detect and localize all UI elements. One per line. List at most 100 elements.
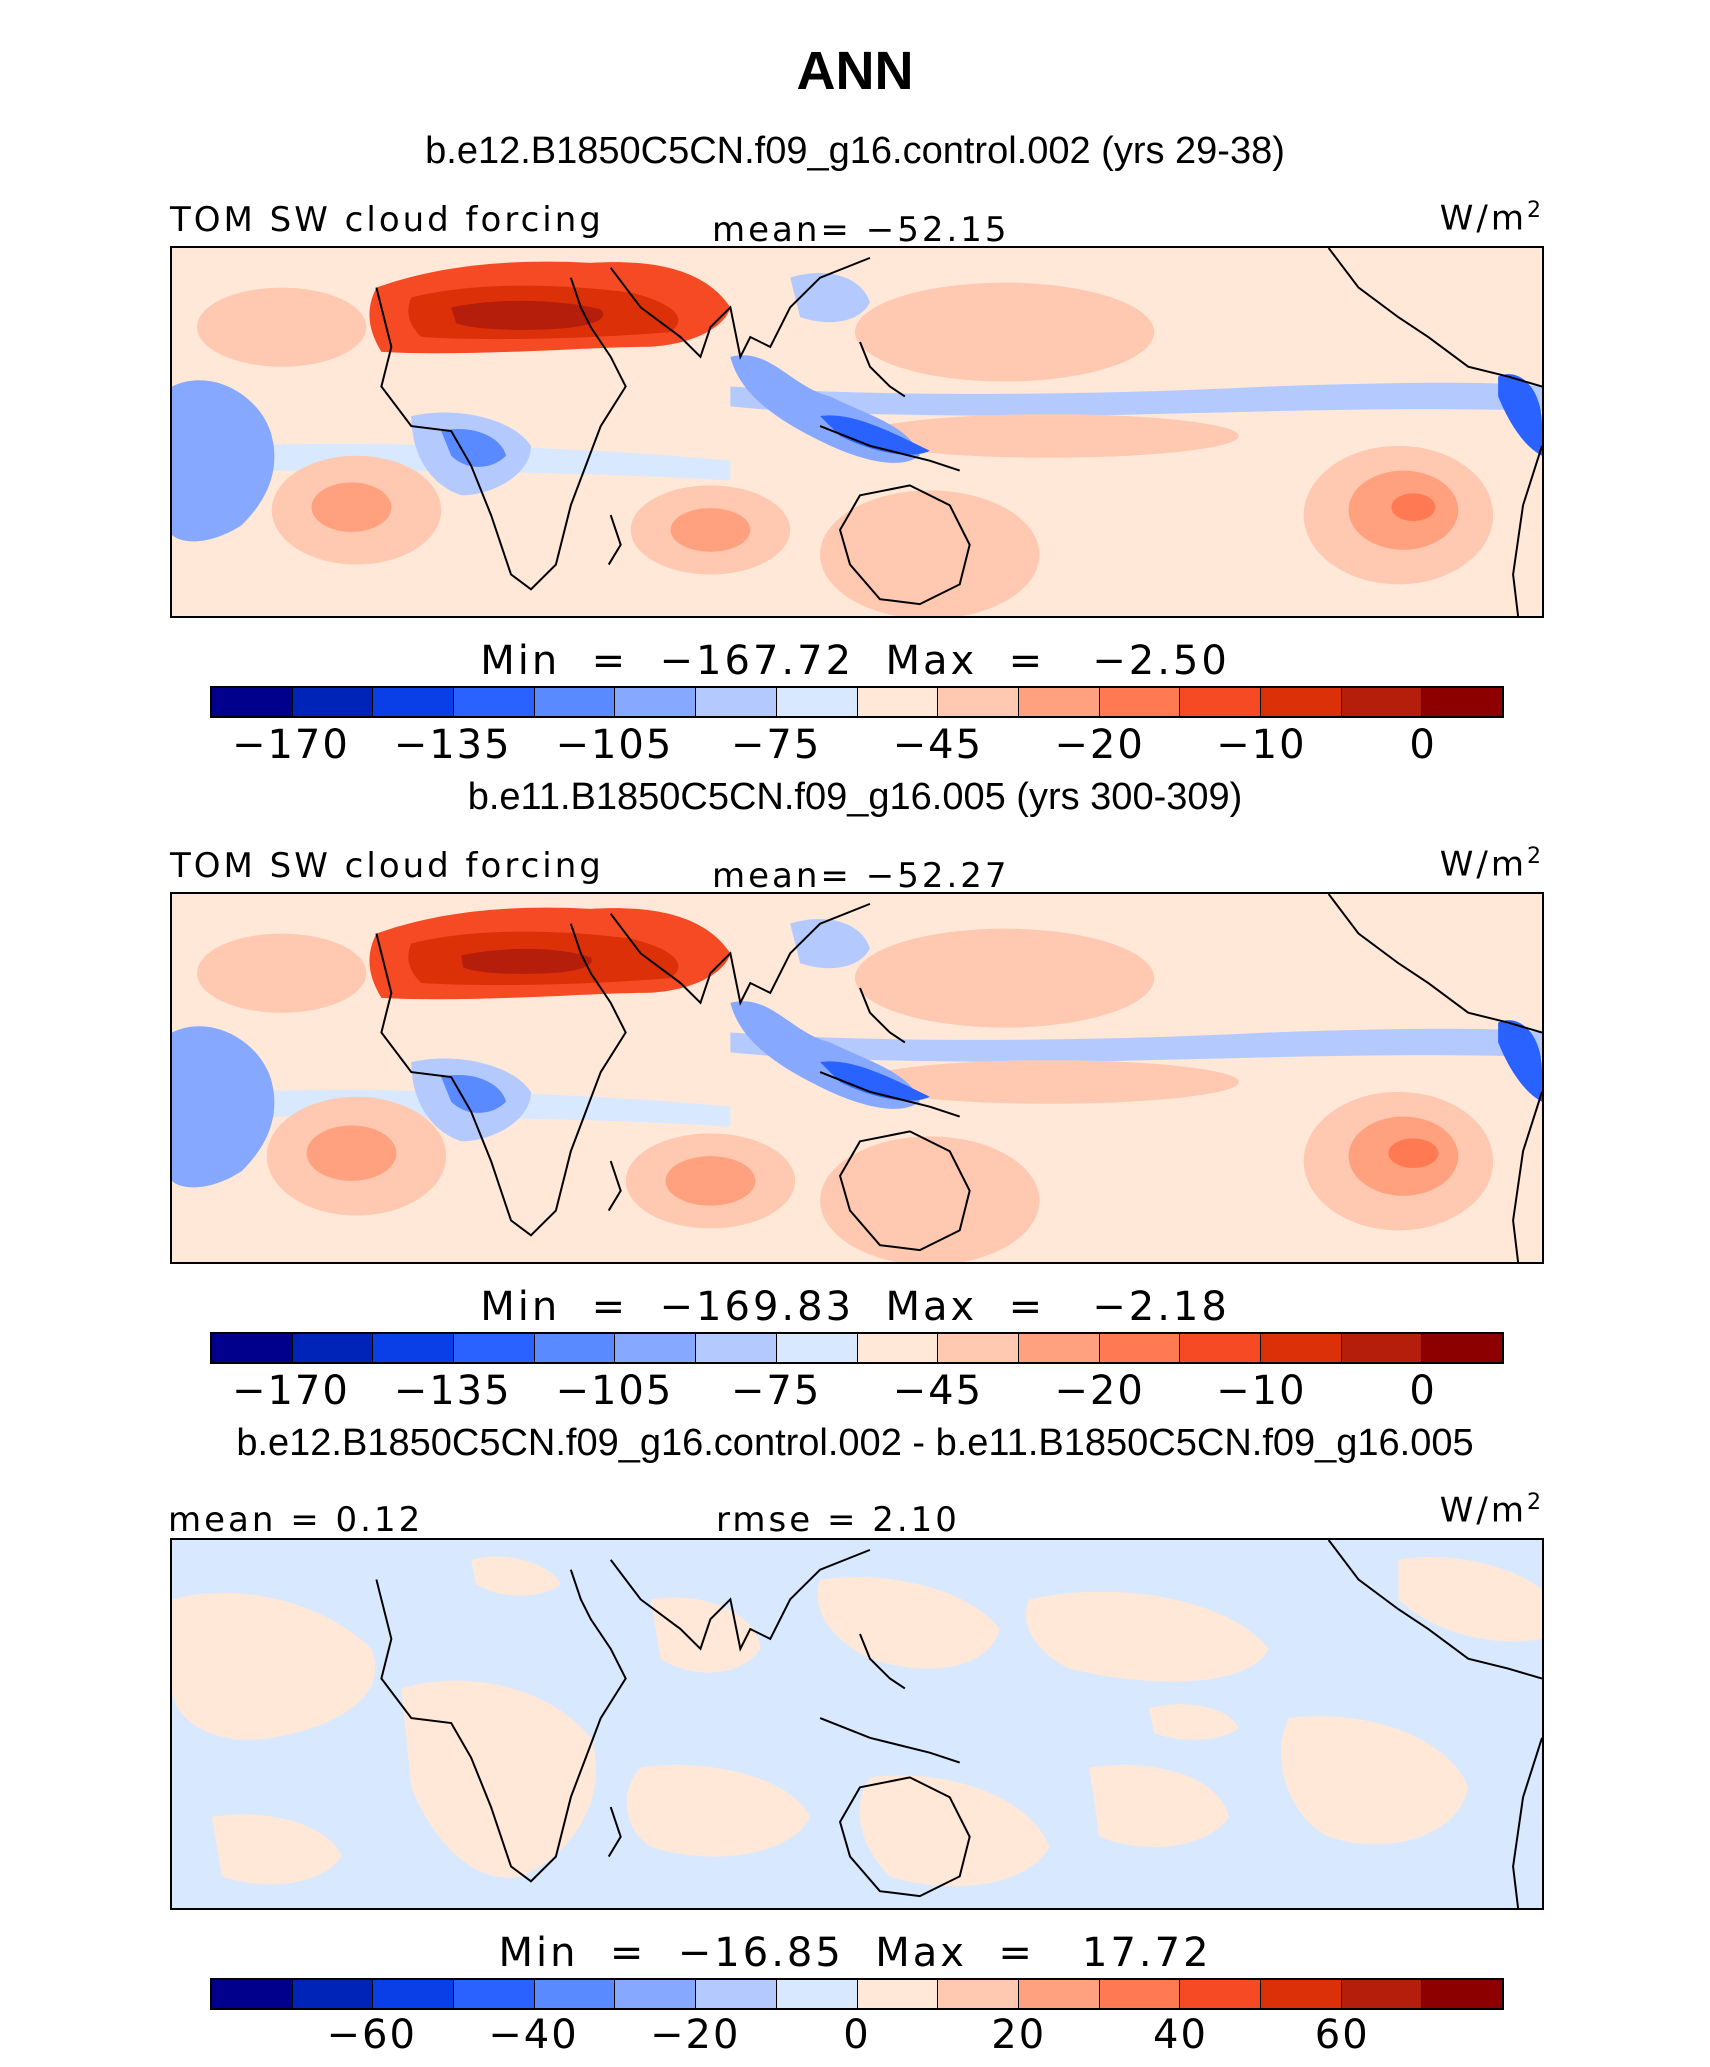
colorbar-swatch: [1018, 1334, 1100, 1362]
panel2-colorbar-ticks: −170 −135 −105 −75 −45 −20 −10 0: [210, 1368, 1504, 1418]
panel2-case-title: b.e11.B1850C5CN.f09_g16.005 (yrs 300-309…: [467, 776, 1243, 818]
panel2-colorbar: [210, 1332, 1504, 1364]
colorbar-swatch: [1422, 1980, 1502, 2008]
panel3-units-exponent: 2: [1527, 1490, 1544, 1515]
panel3-units: W/m2: [1440, 1490, 1544, 1530]
colorbar-tick-label: 0: [1409, 1368, 1437, 1414]
panel1-units-text: W/m: [1439, 198, 1527, 239]
panel1-case-title: b.e12.B1850C5CN.f09_g16.control.002 (yrs…: [425, 130, 1285, 172]
colorbar-swatch: [1341, 1334, 1423, 1362]
colorbar-swatch: [1018, 1980, 1100, 2008]
colorbar-swatch: [615, 688, 697, 716]
colorbar-tick-label: −75: [730, 1368, 822, 1414]
colorbar-tick-label: −135: [393, 722, 512, 768]
colorbar-tick-label: −40: [488, 2012, 579, 2058]
panel3-minmax: Min = −16.85 Max = 17.72: [498, 1930, 1212, 1976]
colorbar-tick-label: −45: [892, 722, 984, 768]
colorbar-swatch: [1099, 1980, 1181, 2008]
colorbar-swatch: [534, 1980, 616, 2008]
colorbar-swatch: [1099, 1334, 1181, 1362]
panel2-variable-label: TOM SW cloud forcing: [170, 846, 604, 886]
colorbar-swatch: [534, 688, 616, 716]
colorbar-swatch: [1180, 688, 1261, 716]
colorbar-tick-label: −105: [555, 722, 674, 768]
colorbar-swatch: [857, 1334, 939, 1362]
colorbar-swatch: [212, 688, 293, 716]
panel1-units-exponent: 2: [1527, 198, 1544, 223]
panel2-mean-label: mean= −52.27: [712, 856, 1010, 896]
colorbar-swatch: [857, 1980, 939, 2008]
panel3-colorbar-ticks: −60 −40 −20 0 20 40 60: [210, 2012, 1504, 2062]
colorbar-swatch: [1180, 1334, 1261, 1362]
colorbar-swatch: [212, 1980, 293, 2008]
panel3-units-text: W/m: [1439, 1490, 1527, 1531]
colorbar-swatch: [696, 688, 777, 716]
colorbar-swatch: [776, 1980, 858, 2008]
colorbar-tick-label: −20: [650, 2012, 741, 2058]
panel3-map: [170, 1538, 1544, 1910]
colorbar-tick-label: −20: [1054, 1368, 1145, 1414]
colorbar-swatch: [454, 1980, 535, 2008]
colorbar-swatch: [776, 688, 858, 716]
colorbar-swatch: [1099, 688, 1181, 716]
colorbar-swatch: [938, 1334, 1019, 1362]
colorbar-swatch: [857, 688, 939, 716]
colorbar-tick-label: −45: [892, 1368, 984, 1414]
colorbar-tick-label: 0: [843, 2012, 871, 2058]
panel1-mean-label: mean= −52.15: [712, 210, 1010, 250]
colorbar-swatch: [776, 1334, 858, 1362]
panel3-mean-label: mean = 0.12: [168, 1500, 424, 1540]
colorbar-swatch: [373, 1334, 455, 1362]
colorbar-swatch: [696, 1334, 777, 1362]
colorbar-swatch: [292, 1334, 374, 1362]
colorbar-swatch: [696, 1980, 777, 2008]
colorbar-swatch: [1422, 1334, 1502, 1362]
colorbar-swatch: [938, 1980, 1019, 2008]
colorbar-swatch: [1180, 1980, 1261, 2008]
colorbar-tick-label: −75: [730, 722, 822, 768]
panel2-units-text: W/m: [1439, 844, 1527, 885]
colorbar-tick-label: −10: [1216, 722, 1307, 768]
colorbar-swatch: [1260, 1980, 1342, 2008]
colorbar-swatch: [454, 1334, 535, 1362]
colorbar-swatch: [615, 1334, 697, 1362]
colorbar-swatch: [534, 1334, 616, 1362]
colorbar-swatch: [615, 1980, 697, 2008]
panel1-variable-label: TOM SW cloud forcing: [170, 200, 604, 240]
colorbar-swatch: [1018, 688, 1100, 716]
colorbar-swatch: [1260, 688, 1342, 716]
colorbar-tick-label: 20: [991, 2012, 1047, 2058]
panel1-colorbar-ticks: −170 −135 −105 −75 −45 −20 −10 0: [210, 722, 1504, 772]
panel2-units: W/m2: [1440, 844, 1544, 884]
colorbar-swatch: [1260, 1334, 1342, 1362]
colorbar-tick-label: 0: [1409, 722, 1437, 768]
colorbar-swatch: [938, 688, 1019, 716]
panel1-map-field: [172, 248, 1542, 616]
colorbar-tick-label: −10: [1216, 1368, 1307, 1414]
colorbar-swatch: [1341, 1980, 1423, 2008]
colorbar-swatch: [1422, 688, 1502, 716]
colorbar-tick-label: −105: [555, 1368, 674, 1414]
colorbar-swatch: [212, 1334, 293, 1362]
colorbar-tick-label: −170: [231, 1368, 350, 1414]
panel2-units-exponent: 2: [1527, 844, 1544, 869]
panel3-case-title: b.e12.B1850C5CN.f09_g16.control.002 - b.…: [236, 1422, 1474, 1464]
colorbar-tick-label: 40: [1153, 2012, 1208, 2058]
panel2-map-field: [172, 894, 1542, 1262]
panel1-minmax: Min = −167.72 Max = −2.50: [480, 638, 1230, 684]
colorbar-swatch: [292, 1980, 374, 2008]
panel3-rmse-label: rmse = 2.10: [716, 1500, 960, 1540]
colorbar-swatch: [373, 1980, 455, 2008]
panel1-colorbar: [210, 686, 1504, 718]
colorbar-swatch: [454, 688, 535, 716]
colorbar-swatch: [373, 688, 455, 716]
panel3-colorbar: [210, 1978, 1504, 2010]
colorbar-tick-label: −20: [1054, 722, 1145, 768]
colorbar-tick-label: −60: [326, 2012, 417, 2058]
panel2-map: [170, 892, 1544, 1264]
colorbar-swatch: [1341, 688, 1423, 716]
panel1-units: W/m2: [1440, 198, 1544, 238]
figure-title: ANN: [796, 41, 914, 101]
colorbar-tick-label: −135: [393, 1368, 512, 1414]
panel1-map: [170, 246, 1544, 618]
